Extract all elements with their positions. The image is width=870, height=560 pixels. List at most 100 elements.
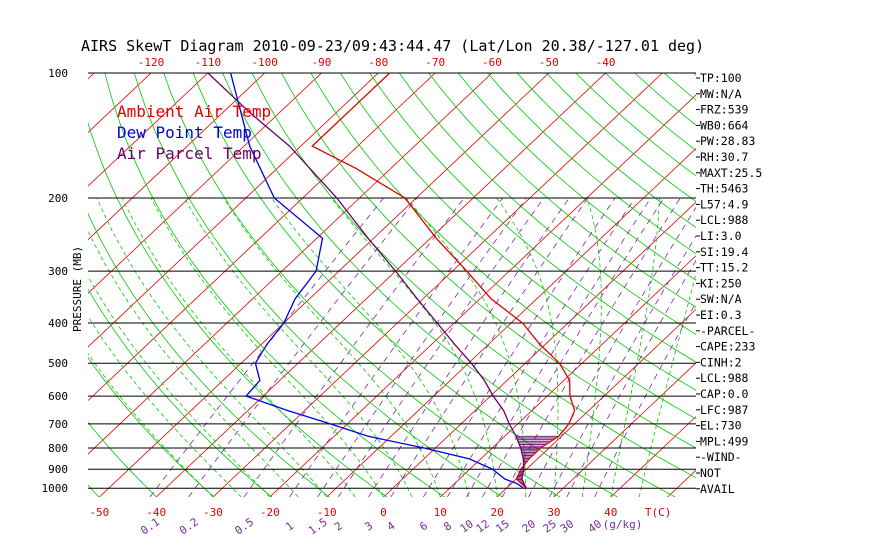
index-label: L57:4.9: [700, 197, 749, 211]
top-temp-tick-label: -110: [195, 56, 222, 69]
top-temp-tick-label: -80: [368, 56, 388, 69]
isotherm-line: [0, 73, 37, 497]
mixing-ratio-tick-label: 1: [283, 519, 296, 533]
dry-adiabat-line: [88, 288, 273, 497]
dew-point-temp-line: [229, 73, 524, 489]
moist-adiabat-line: [610, 197, 660, 497]
bottom-temp-tick-label: 0: [380, 506, 387, 519]
mixing-ratio-line: [594, 301, 696, 497]
index-label: LCL:988: [700, 213, 749, 227]
index-label: FRZ:539: [700, 103, 749, 117]
isotherm-line: [99, 73, 550, 497]
index-label: KI:250: [700, 276, 742, 290]
moist-adiabat-line: [406, 197, 526, 497]
index-label: LI:3.0: [700, 229, 742, 243]
mixing-ratio-tick-label: 8: [441, 519, 454, 533]
dry-adiabat-line: [88, 421, 157, 497]
mixing-ratio-tick-label: 20: [520, 517, 538, 535]
ambient-air-temp-line: [311, 73, 576, 489]
index-label: LCL:988: [700, 371, 749, 385]
index-label: TT:15.2: [700, 261, 748, 275]
top-temp-tick-label: -100: [251, 56, 278, 69]
pressure-tick-label: 800: [48, 442, 68, 455]
top-temp-tick-label: -60: [482, 56, 502, 69]
index-label: NOT: [700, 466, 721, 480]
legend-entry: Dew Point Temp: [117, 123, 252, 142]
mixing-ratio-tick-label: 3: [362, 519, 375, 533]
pressure-tick-label: 900: [48, 463, 68, 476]
mixing-ratio-line: [149, 197, 384, 497]
index-label: MPL:499: [700, 434, 749, 448]
top-temp-tick-label: -40: [596, 56, 616, 69]
index-label: SI:19.4: [700, 245, 749, 259]
dry-adiabat-line: [663, 73, 696, 101]
bottom-temp-tick-label: 30: [547, 506, 560, 519]
dry-adiabat-line: [310, 73, 696, 420]
index-label: -WIND-: [700, 450, 742, 464]
mixing-ratio-line: [447, 197, 636, 497]
mixing-ratio-line: [390, 197, 589, 497]
bottom-temp-tick-label: -50: [89, 506, 109, 519]
bottom-temp-tick-label: 20: [490, 506, 503, 519]
isotherm-line: [667, 469, 696, 497]
index-label: WB0:664: [700, 118, 749, 132]
index-label: MW:N/A: [700, 87, 742, 101]
mixing-ratio-tick-label: 30: [558, 517, 576, 535]
dry-adiabat-line: [133, 73, 503, 497]
bottom-temp-unit-label: T(C): [645, 506, 672, 519]
pressure-tick-label: 200: [48, 192, 68, 205]
mixing-ratio-line: [337, 197, 545, 497]
top-temp-tick-label: -120: [138, 56, 165, 69]
index-label: SW:N/A: [700, 292, 742, 306]
dry-adiabat-line: [163, 73, 561, 497]
legend-entry: Ambient Air Temp: [117, 102, 271, 121]
index-label: EI:0.3: [700, 308, 742, 322]
mixing-ratio-tick-label: 2: [332, 519, 345, 533]
pressure-tick-label: 600: [48, 390, 68, 403]
air-parcel-temp-line: [207, 73, 527, 489]
top-temp-tick-label: -90: [312, 56, 332, 69]
index-label: EL:730: [700, 419, 742, 433]
dry-adiabat-line: [487, 73, 696, 255]
moist-adiabat-line: [183, 197, 413, 497]
dry-adiabat-line: [281, 73, 696, 449]
isotherm-line: [326, 148, 696, 497]
pressure-tick-label: 400: [48, 317, 68, 330]
legend-entry: Air Parcel Temp: [117, 144, 262, 163]
moist-adiabat-line: [496, 197, 559, 497]
dry-adiabat-line: [88, 212, 330, 497]
index-label: CAPE:233: [700, 340, 755, 354]
mixing-ratio-line: [289, 197, 504, 497]
index-label: CINH:2: [700, 355, 742, 369]
index-label: LFC:987: [700, 403, 749, 417]
isotherm-line: [155, 73, 606, 497]
index-label: -PARCEL-: [700, 324, 755, 338]
moist-adiabat-line: [150, 197, 384, 497]
mixing-ratio-line: [501, 197, 681, 497]
moist-adiabat-line: [88, 229, 299, 497]
dry-adiabat-line: [398, 73, 696, 335]
moist-adiabat-line: [331, 197, 498, 497]
mixing-ratio-tick-label: 0.5: [232, 515, 256, 537]
mixing-ratio-tick-label: 40: [586, 517, 604, 535]
dry-adiabat-line: [752, 73, 870, 497]
moist-adiabat-line: [121, 197, 356, 497]
mixing-ratio-tick-label: 10: [458, 517, 476, 535]
index-label: MAXT:25.5: [700, 166, 762, 180]
pressure-tick-label: 700: [48, 418, 68, 431]
dry-adiabat-line: [369, 73, 696, 363]
moist-adiabat-line: [271, 197, 470, 497]
dry-adiabat-line: [0, 73, 41, 497]
isotherm-line: [496, 308, 696, 497]
dry-adiabat-line: [192, 73, 618, 497]
pressure-tick-label: 500: [48, 357, 68, 370]
moist-adiabat-line: [88, 315, 242, 497]
isotherm-line: [88, 73, 379, 348]
mixing-ratio-line: [466, 197, 652, 497]
bottom-temp-tick-label: -10: [317, 506, 337, 519]
dry-adiabat-line: [88, 484, 100, 497]
index-label: PW:28.83: [700, 134, 755, 148]
dry-adiabat-line: [811, 73, 870, 497]
bottom-temp-tick-label: 10: [434, 506, 447, 519]
dry-adiabat-line: [457, 73, 696, 281]
